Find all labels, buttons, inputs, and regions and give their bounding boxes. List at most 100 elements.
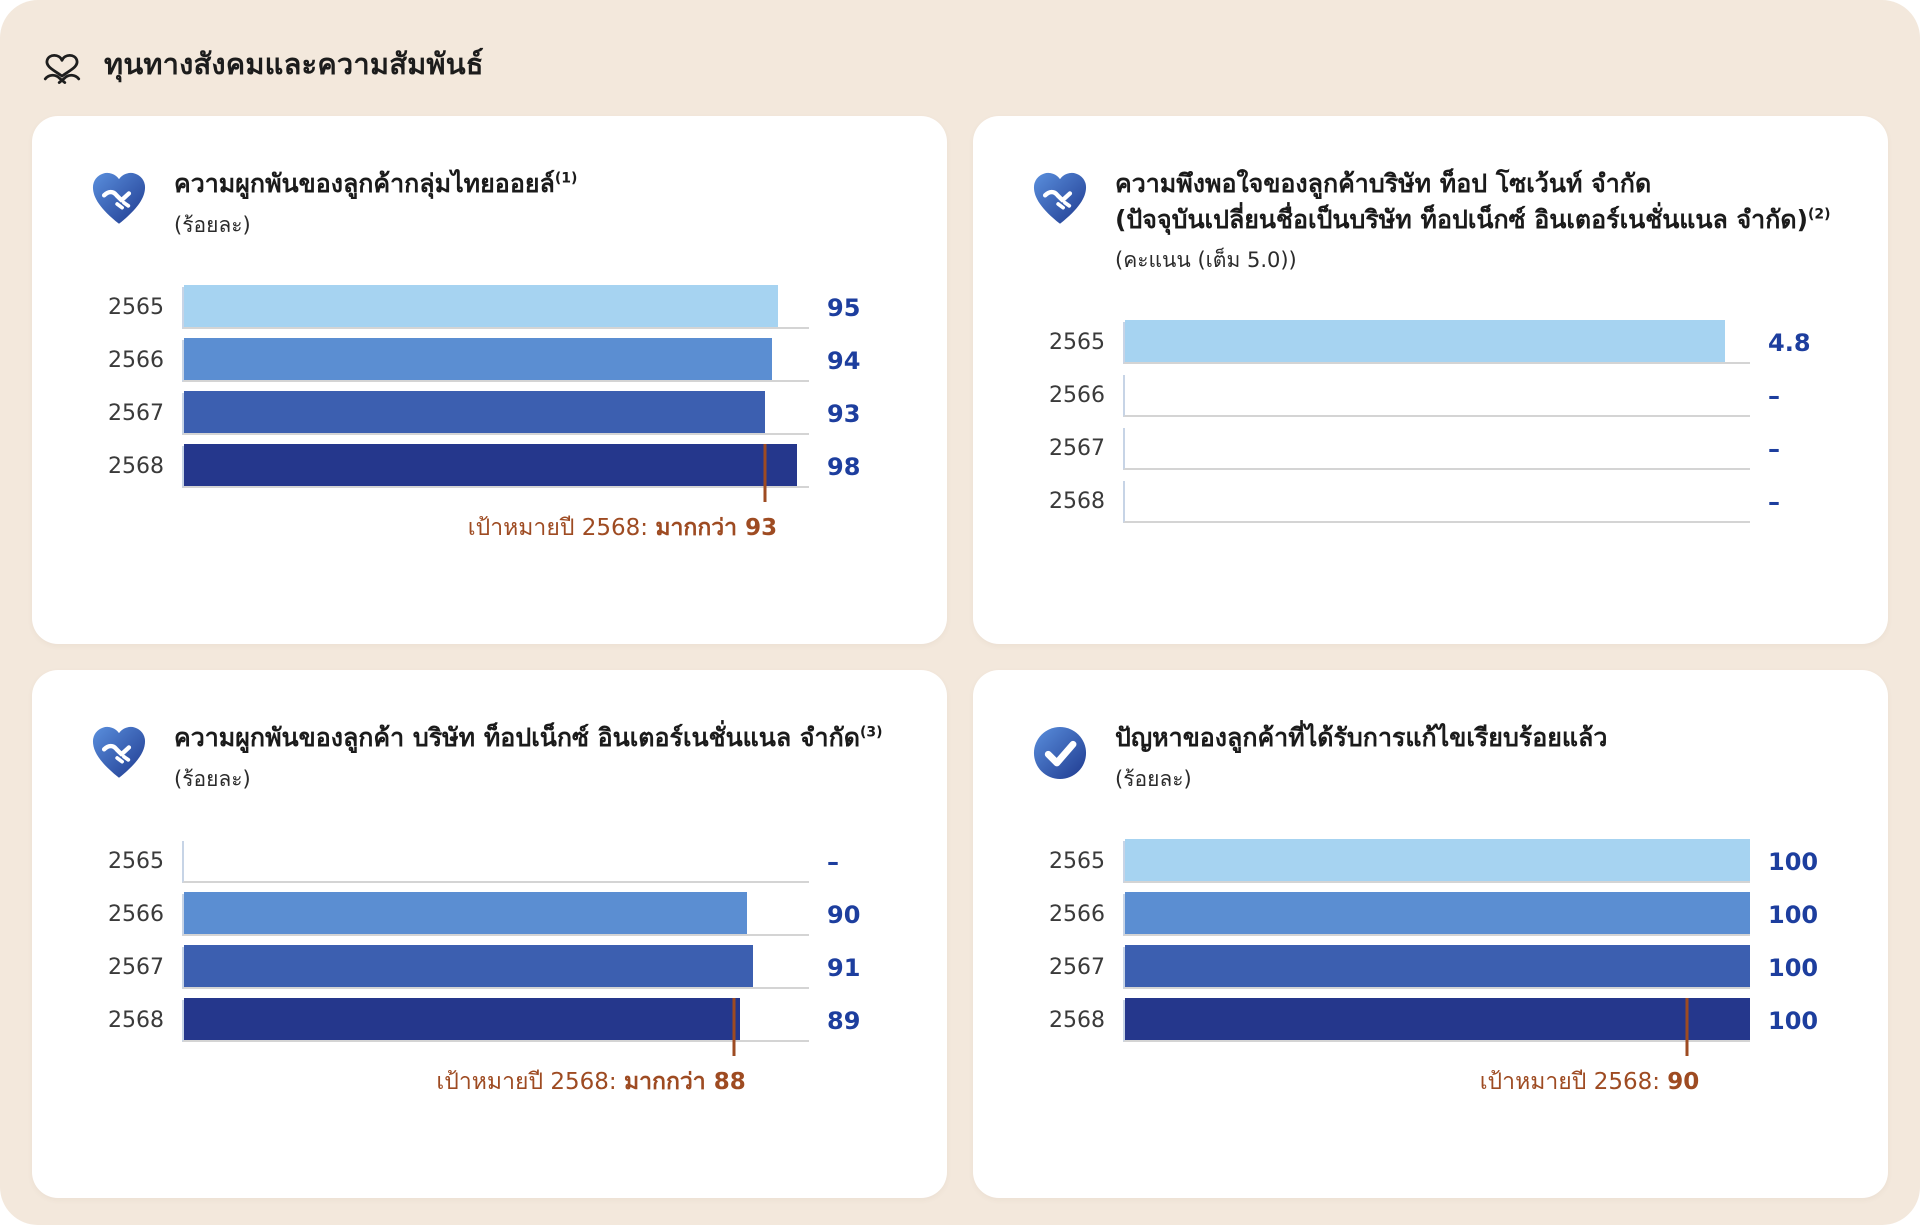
- chart-row: 2568 89: [94, 989, 891, 1042]
- panel-title-line2: (ปัจจุบันเปลี่ยนชื่อเป็นบริษัท ท็อปเน็กซ…: [1115, 204, 1809, 234]
- chart-row: 2566 94: [94, 329, 891, 382]
- bar: [1125, 944, 1750, 987]
- bar-track: [1123, 320, 1750, 364]
- panel-head: ความพึงพอใจของลูกค้าบริษัท ท็อป โซเว้นท์…: [1029, 166, 1832, 277]
- bar-chart: 2565 100 2566 100 2567 100 2568 100 เป้าหมายปี 2…: [1035, 830, 1832, 1095]
- chart-row: 2568 100: [1035, 989, 1832, 1042]
- year-label: 2565: [108, 848, 164, 874]
- bar-track: [182, 443, 809, 488]
- bar-track: [1123, 428, 1750, 470]
- bar: [184, 944, 753, 987]
- panel-title-block: ปัญหาของลูกค้าที่ได้รับการแก้ไขเรียบร้อย…: [1115, 720, 1607, 796]
- chart-row: 2567 93: [94, 382, 891, 435]
- card-topnext-engagement: ความผูกพันของลูกค้า บริษัท ท็อปเน็กซ์ อิ…: [32, 670, 947, 1198]
- bar: [184, 891, 747, 934]
- value-label: 98: [827, 452, 861, 481]
- bar-track: [1123, 838, 1750, 883]
- bar-track: [1123, 891, 1750, 936]
- year-label: 2568: [108, 1007, 164, 1033]
- bar: [184, 337, 772, 380]
- bar: [1125, 891, 1750, 934]
- panel-title: ปัญหาของลูกค้าที่ได้รับการแก้ไขเรียบร้อย…: [1115, 720, 1607, 756]
- bar-track: [1123, 481, 1750, 523]
- panel-unit: (ร้อยละ): [174, 766, 251, 791]
- target-label-prefix: เป้าหมายปี 2568:: [467, 514, 656, 541]
- year-label: 2567: [108, 954, 164, 980]
- heart-handshake-icon: [92, 726, 146, 778]
- chart-row: 2566 100: [1035, 883, 1832, 936]
- year-label: 2566: [108, 901, 164, 927]
- chart-row: 2568 98: [94, 435, 891, 488]
- chart-row: 2567 91: [94, 936, 891, 989]
- panel-title-block: ความพึงพอใจของลูกค้าบริษัท ท็อป โซเว้นท์…: [1115, 166, 1831, 277]
- bar-track: [182, 840, 809, 883]
- panel-title-text: ปัญหาของลูกค้าที่ได้รับการแก้ไขเรียบร้อย…: [1115, 723, 1608, 752]
- target-label: เป้าหมายปี 2568: 90: [1480, 1064, 1700, 1100]
- panel-title-sup: (1): [554, 170, 578, 187]
- year-label: 2568: [1049, 489, 1105, 514]
- value-label: –: [827, 847, 839, 876]
- bar-track: [182, 944, 809, 989]
- year-label: 2565: [1049, 330, 1105, 355]
- bar: [1125, 997, 1750, 1040]
- bar: [184, 390, 766, 433]
- value-label: 91: [827, 953, 861, 982]
- value-label: 4.8: [1768, 329, 1811, 357]
- bar-track: [1123, 944, 1750, 989]
- check-circle-icon: [1033, 726, 1087, 780]
- panel-head: ความผูกพันของลูกค้ากลุ่มไทยออยล์(1) (ร้อ…: [88, 166, 891, 242]
- bar-track: [182, 337, 809, 382]
- target-label-prefix: เป้าหมายปี 2568:: [436, 1068, 624, 1095]
- target-label-value: มากกว่า 93: [655, 514, 778, 541]
- heart-handshake-icon: [1033, 172, 1087, 224]
- bar: [184, 997, 741, 1040]
- panel-title: ความผูกพันของลูกค้ากลุ่มไทยออยล์(1): [174, 166, 577, 202]
- year-label: 2567: [1049, 954, 1105, 980]
- value-label: –: [1768, 488, 1780, 516]
- value-label: 100: [1768, 900, 1819, 929]
- target-label: เป้าหมายปี 2568: มากกว่า 93: [468, 510, 777, 546]
- bar-chart: 2565–2566 90 2567 91 2568 89 เป้าหมายปี 2568: …: [94, 830, 891, 1095]
- page-header: ทุนทางสังคมและความสัมพันธ์: [36, 38, 1888, 90]
- bar-track: [182, 997, 809, 1042]
- bar-track: [182, 284, 809, 329]
- year-label: 2565: [1049, 848, 1105, 874]
- card-thaioil-engagement: ความผูกพันของลูกค้ากลุ่มไทยออยล์(1) (ร้อ…: [32, 116, 947, 644]
- cards-grid: ความผูกพันของลูกค้ากลุ่มไทยออยล์(1) (ร้อ…: [32, 116, 1888, 1198]
- year-label: 2568: [108, 453, 164, 479]
- target-label-prefix: เป้าหมายปี 2568:: [1479, 1068, 1668, 1095]
- bar: [184, 284, 778, 327]
- value-label: 94: [827, 346, 861, 375]
- chart-row: 2567 100: [1035, 936, 1832, 989]
- value-label: 89: [827, 1006, 861, 1035]
- panel-title-text: ความพึงพอใจของลูกค้าบริษัท ท็อป โซเว้นท์…: [1115, 169, 1652, 198]
- page-title: ทุนทางสังคมและความสัมพันธ์: [104, 47, 484, 81]
- panel-title-text: ความผูกพันของลูกค้ากลุ่มไทยออยล์: [174, 169, 555, 198]
- panel-title: ความผูกพันของลูกค้า บริษัท ท็อปเน็กซ์ อิ…: [174, 720, 882, 756]
- bar: [1125, 838, 1750, 881]
- chart-row: 2565 4.8: [1035, 311, 1832, 364]
- value-label: –: [1768, 435, 1780, 463]
- panel-title-text: ความผูกพันของลูกค้า บริษัท ท็อปเน็กซ์ อิ…: [174, 723, 860, 752]
- bar-chart: 2565 95 2566 94 2567 93 2568 98 เป้าหมายปี 2568:…: [94, 276, 891, 541]
- chart-row: 2566 90: [94, 883, 891, 936]
- bar-track: [1123, 375, 1750, 417]
- bar-track: [1123, 997, 1750, 1042]
- panel-title-sup: (2): [1808, 206, 1831, 223]
- chart-row: 2565 –: [94, 830, 891, 883]
- bar: [184, 443, 797, 486]
- value-label: 100: [1768, 847, 1819, 876]
- target-label: เป้าหมายปี 2568: มากกว่า 88: [436, 1064, 745, 1100]
- panel-title: ความพึงพอใจของลูกค้าบริษัท ท็อป โซเว้นท์…: [1115, 166, 1831, 237]
- chart-row: 2567 –: [1035, 417, 1832, 470]
- year-label: 2566: [108, 347, 164, 373]
- value-label: –: [1768, 382, 1780, 410]
- year-label: 2568: [1049, 1007, 1105, 1033]
- heart-handshake-icon: [92, 172, 146, 224]
- year-label: 2565: [108, 294, 164, 320]
- value-label: 95: [827, 293, 861, 322]
- bar-track: [182, 390, 809, 435]
- year-label: 2566: [1049, 901, 1105, 927]
- year-label: 2567: [1049, 436, 1105, 461]
- panel-unit: (ร้อยละ): [174, 212, 251, 237]
